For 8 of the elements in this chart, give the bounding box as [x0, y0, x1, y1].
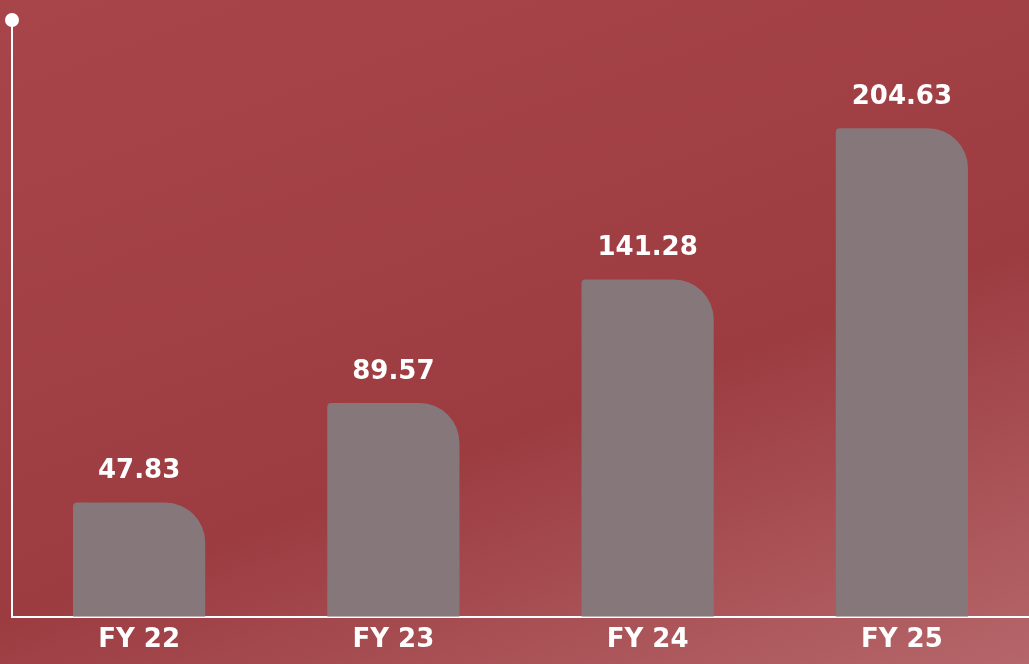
- x-tick-label: FY 24: [606, 623, 689, 654]
- data-label: 89.57: [352, 354, 435, 385]
- data-label: 141.28: [597, 231, 698, 262]
- x-tick-label: FY 22: [98, 623, 181, 654]
- data-label: 204.63: [851, 80, 953, 111]
- x-tick-label: FY 23: [352, 623, 435, 654]
- data-label: 47.83: [98, 454, 181, 485]
- x-tick-label: FY 25: [860, 623, 943, 654]
